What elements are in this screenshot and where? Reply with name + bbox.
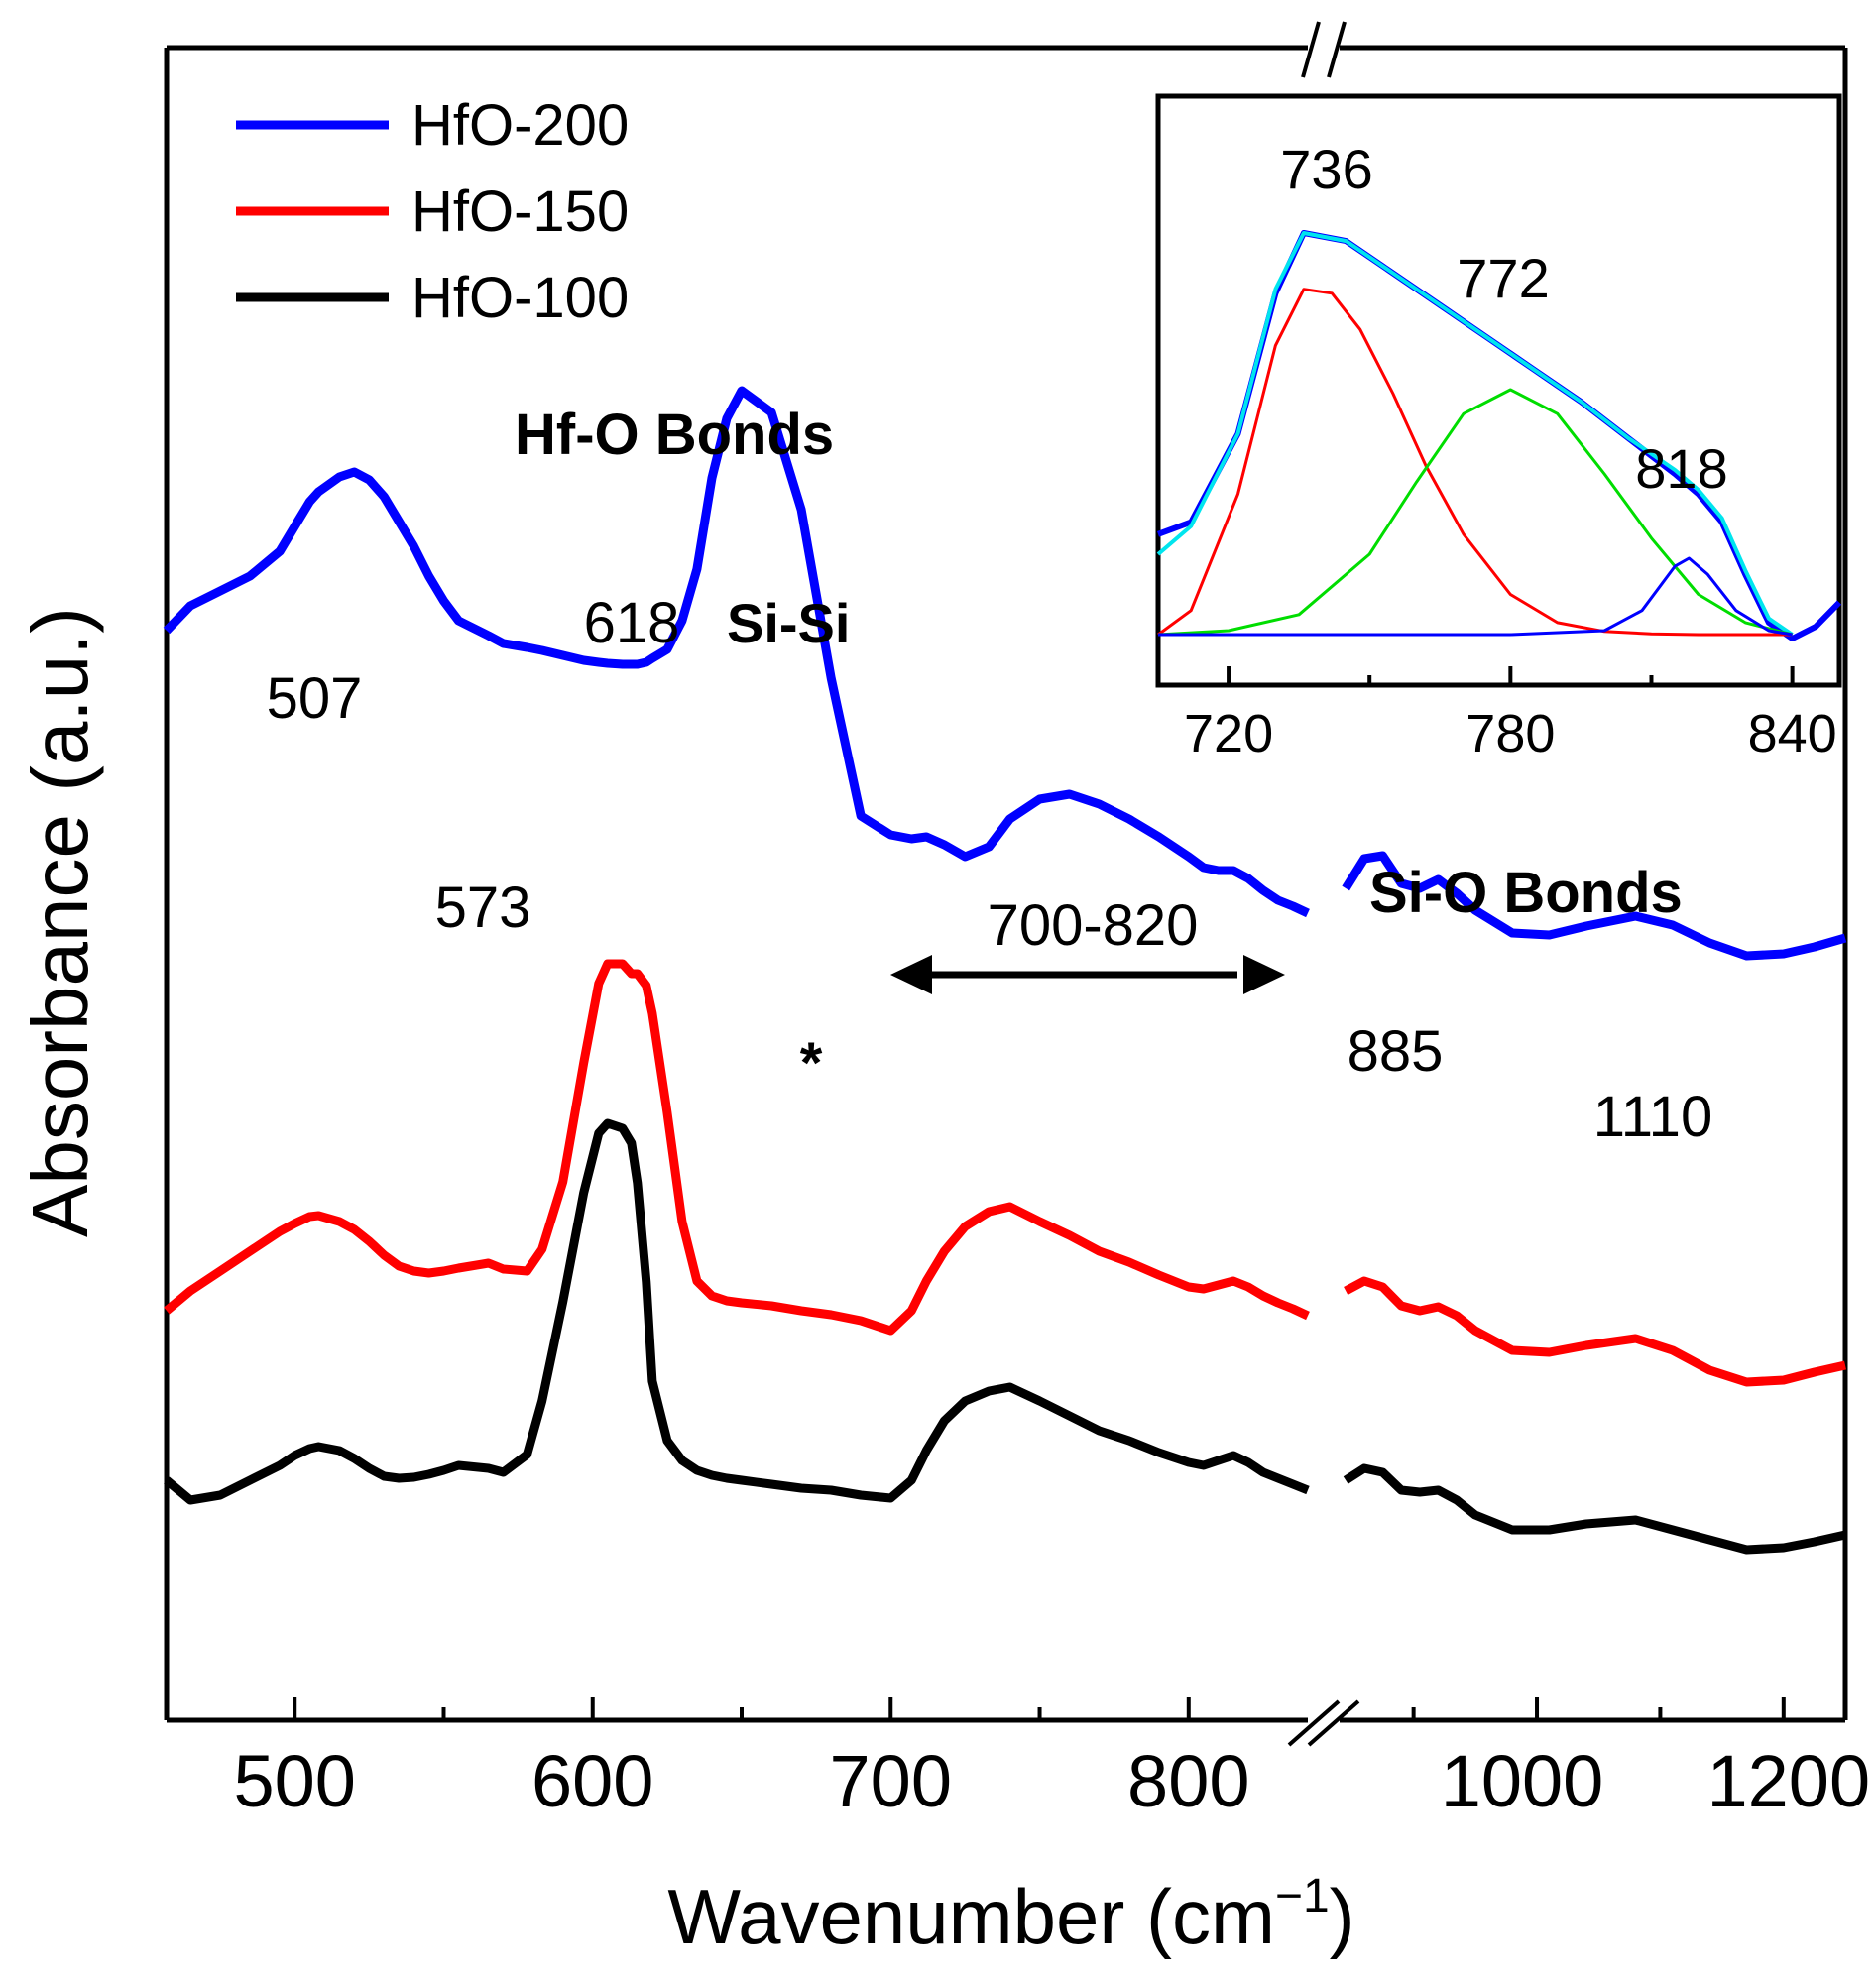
annotation-618: 618 [584, 591, 680, 655]
x-axis-label-main: Wavenumber (cm [667, 1873, 1275, 1960]
inset-peak-772-line [1157, 388, 1793, 637]
x-tick-label-600: 600 [531, 1740, 653, 1822]
inset-peak-818-line [1158, 556, 1793, 637]
inset-tick-label-720: 720 [1184, 704, 1273, 763]
inset-tick-label-840: 840 [1748, 704, 1837, 763]
annotation-573: 573 [435, 875, 531, 940]
double-arrow-right-head [1243, 955, 1285, 994]
annotation-hf-o-bonds: Hf-O Bonds [515, 403, 834, 467]
main-frame [164, 45, 1848, 1723]
annotation-asterisk: * [800, 1031, 823, 1096]
inset-fit-sum-line [1156, 231, 1794, 637]
x-axis-label-sup: −1 [1275, 1870, 1330, 1922]
inset-frame [1155, 93, 1842, 688]
double-arrow-left-head [890, 955, 932, 994]
x-tick-label-700: 700 [830, 1740, 952, 1822]
axis-break-marks [1287, 21, 1360, 1747]
x-ticks [293, 1697, 1786, 1720]
series-hfo100-right [1343, 1463, 1846, 1555]
inset-series [1156, 230, 1842, 641]
annotation-507: 507 [267, 666, 363, 731]
annotation-si-si: Si-Si [727, 592, 850, 654]
inset-chart: 720 780 840 736 772 818 [1155, 93, 1842, 763]
x-axis-label: Wavenumber (cm−1) [667, 1870, 1354, 1960]
inset-annotation-772: 772 [1457, 247, 1549, 309]
main-series [163, 386, 1847, 1555]
series-hfo200-right [1342, 851, 1847, 961]
annotations: 507 573 618 Si-Si Hf-O Bonds * 700-820 S… [267, 403, 1713, 1149]
y-axis-label: Absorbance (a.u.) [16, 607, 104, 1237]
break-mark-top-1 [1301, 21, 1321, 78]
x-axis-label-close: ) [1330, 1873, 1355, 1960]
x-tick-label-1000: 1000 [1441, 1740, 1604, 1822]
x-tick-label-500: 500 [233, 1740, 355, 1822]
break-mark-top-2 [1327, 21, 1347, 78]
series-hfo150-left [164, 959, 1310, 1336]
inset-annotation-818: 818 [1635, 437, 1727, 500]
inset-x-tick-labels: 720 780 840 [1184, 704, 1837, 763]
break-mark-bottom-1 [1287, 1699, 1341, 1747]
annotation-si-o-bonds: Si-O Bonds [1369, 861, 1683, 925]
series-hfo150-right [1344, 1276, 1846, 1387]
legend-label-hfo100: HfO-100 [411, 266, 629, 330]
legend: HfO-200 HfO-150 HfO-100 [236, 93, 629, 330]
legend-label-hfo200: HfO-200 [411, 93, 629, 158]
series-hfo200-left [163, 386, 1310, 918]
annotation-885: 885 [1348, 1019, 1444, 1084]
x-tick-label-800: 800 [1127, 1740, 1249, 1822]
legend-label-hfo150: HfO-150 [411, 179, 629, 244]
series-hfo100-left [164, 1118, 1310, 1505]
inset-annotation-736: 736 [1280, 138, 1372, 200]
inset-tick-label-780: 780 [1466, 704, 1555, 763]
annotation-1110: 1110 [1593, 1085, 1712, 1149]
x-tick-labels: 500 600 700 800 1000 1200 [233, 1740, 1870, 1822]
inset-x-ticks [1227, 666, 1795, 685]
double-arrow-700-820 [890, 955, 1285, 994]
annotation-700-820: 700-820 [988, 893, 1199, 958]
break-mark-bottom-2 [1307, 1699, 1360, 1747]
x-tick-label-1200: 1200 [1706, 1740, 1870, 1822]
